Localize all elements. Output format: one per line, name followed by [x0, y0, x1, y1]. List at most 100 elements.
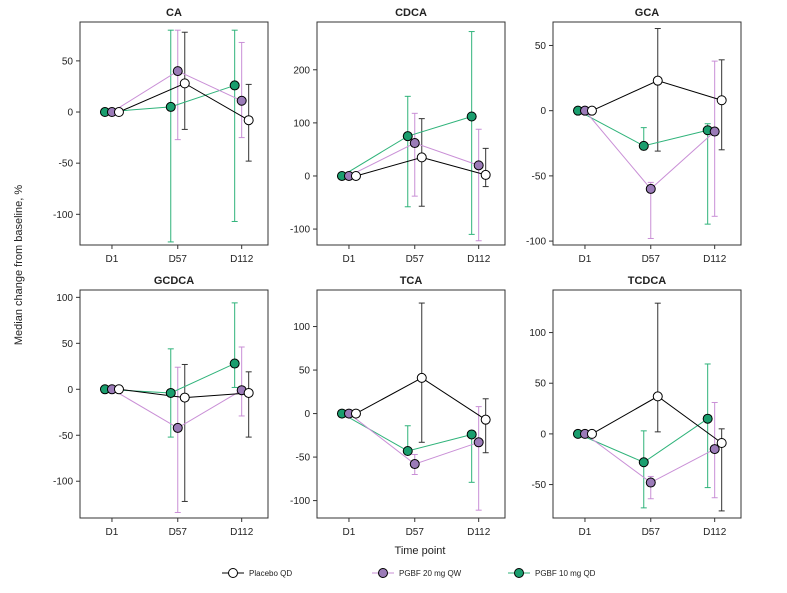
data-point [172, 422, 183, 433]
data-point [179, 78, 190, 89]
data-point [165, 101, 176, 112]
data-point [229, 358, 240, 369]
series-line [341, 116, 472, 177]
y-tick-label: -50 [59, 431, 74, 442]
x-tick-label: D57 [642, 254, 661, 265]
y-tick-label: 0 [304, 409, 310, 420]
panel-ca: CA -100 -50 0 50 D1 D57 D112 [53, 7, 269, 265]
x-axis-title: Time point [395, 545, 446, 557]
panels: CA -100 -50 0 50 D1 D57 D112 CDCA -100 0 100 200 D1 D5… [53, 7, 742, 538]
y-tick-label: 0 [67, 108, 73, 119]
x-tick-label: D112 [703, 527, 727, 538]
panel-tca: TCA -100 -50 0 50 100 D1 D57 D112 [290, 275, 506, 538]
x-tick-label: D57 [169, 527, 188, 538]
legend-item: Placebo QD [222, 568, 292, 578]
data-point [716, 95, 727, 106]
y-tick-label: 0 [540, 106, 546, 117]
data-point [645, 477, 656, 488]
series-line [584, 110, 716, 190]
series-line [348, 413, 479, 465]
x-tick-label: D112 [230, 254, 254, 265]
panel-gcdca: GCDCA -100 -50 0 50 100 D1 D57 D112 [53, 275, 269, 538]
data-point [638, 457, 649, 468]
series-line [111, 70, 242, 113]
data-point [113, 107, 124, 118]
x-tick-label: D1 [343, 527, 356, 538]
x-tick-label: D112 [467, 527, 491, 538]
data-point [466, 429, 477, 440]
x-tick-label: D1 [106, 527, 119, 538]
panel-cdca: CDCA -100 0 100 200 D1 D57 D112 [290, 7, 506, 265]
legend-marker [514, 568, 524, 578]
data-point [416, 372, 427, 383]
data-point [243, 387, 254, 398]
y-tick-label: -100 [53, 477, 73, 488]
panel-frame [79, 289, 269, 519]
panel-tcdca: TCDCA -50 0 50 100 D1 D57 D112 [529, 275, 742, 538]
panel-frame [552, 21, 742, 246]
y-tick-label: -50 [532, 171, 547, 182]
data-point [473, 437, 484, 448]
series-line [355, 377, 486, 421]
x-tick-label: D57 [406, 527, 425, 538]
data-point [236, 95, 247, 106]
y-tick-label: -100 [526, 237, 546, 248]
data-point [480, 414, 491, 425]
y-tick-label: 200 [293, 65, 310, 76]
y-tick-label: 100 [529, 328, 546, 339]
legend-label: PGBF 20 mg QW [399, 569, 462, 578]
panel-frame [316, 289, 506, 519]
panel-title: GCA [635, 7, 660, 19]
data-point [165, 387, 176, 398]
y-tick-label: 50 [62, 56, 74, 67]
data-point [113, 384, 124, 395]
y-tick-label: 50 [62, 339, 74, 350]
data-point [702, 413, 713, 424]
data-point [172, 66, 183, 77]
data-point [409, 138, 420, 149]
legend: Placebo QD PGBF 20 mg QW PGBF 10 mg QD [222, 568, 596, 578]
y-tick-label: -50 [59, 159, 74, 170]
data-point [652, 391, 663, 402]
data-point [638, 140, 649, 151]
data-point [350, 408, 361, 419]
x-tick-label: D57 [642, 527, 661, 538]
data-point [473, 160, 484, 171]
data-point [179, 392, 190, 403]
y-tick-label: 50 [535, 379, 547, 390]
panel-frame [552, 289, 742, 519]
x-tick-label: D112 [467, 254, 491, 265]
data-point [402, 131, 413, 142]
data-point [586, 428, 597, 439]
panel-title: CDCA [395, 7, 427, 19]
series-line [118, 82, 249, 121]
legend-item: PGBF 20 mg QW [372, 568, 462, 578]
legend-label: Placebo QD [249, 569, 292, 578]
x-tick-label: D112 [230, 527, 254, 538]
x-tick-label: D1 [343, 254, 356, 265]
data-point [645, 183, 656, 194]
data-point [416, 152, 427, 163]
panel-title: CA [166, 7, 182, 19]
legend-label: PGBF 10 mg QD [535, 569, 596, 578]
y-tick-label: 0 [67, 385, 73, 396]
x-tick-label: D1 [579, 527, 592, 538]
y-tick-label: -100 [290, 496, 310, 507]
panel-frame [79, 21, 269, 246]
x-tick-label: D1 [106, 254, 119, 265]
series-line [577, 110, 708, 147]
series-line [341, 413, 472, 452]
panel-frame [316, 21, 506, 246]
y-tick-label: 100 [56, 293, 73, 304]
data-point [652, 75, 663, 86]
data-point [243, 115, 254, 126]
data-point [402, 445, 413, 456]
data-point [709, 444, 720, 455]
y-tick-label: -50 [296, 453, 311, 464]
series-line [591, 395, 722, 444]
panel-title: TCDCA [628, 275, 667, 287]
panel-title: GCDCA [154, 275, 194, 287]
y-tick-label: 50 [535, 41, 547, 52]
legend-marker [378, 568, 388, 578]
